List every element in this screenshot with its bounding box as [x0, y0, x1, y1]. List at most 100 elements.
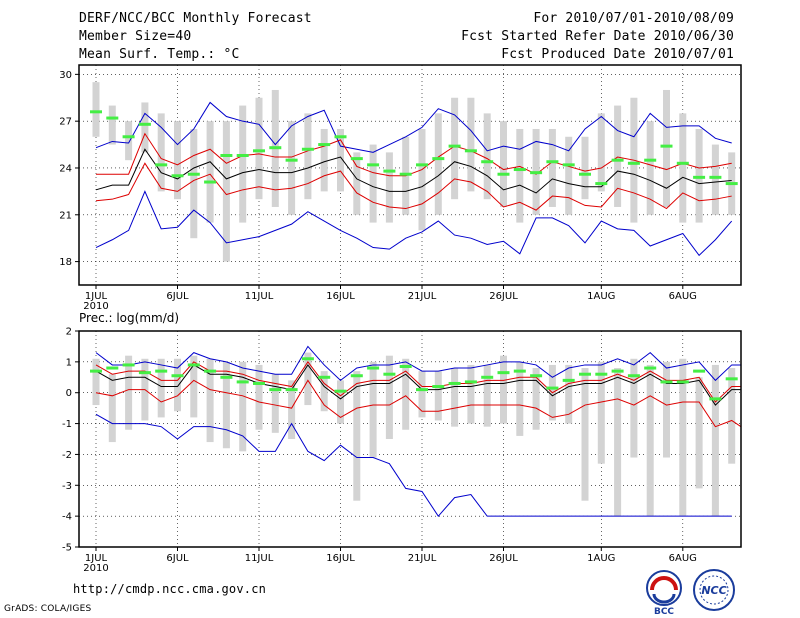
median-bar	[725, 377, 738, 381]
logos: BCC NCC	[646, 569, 735, 617]
x-tick-label: 21JUL	[408, 291, 437, 302]
x-tick-label: 6JUL	[166, 291, 189, 302]
ensemble-box	[369, 361, 377, 458]
median-bar	[595, 372, 608, 376]
lower-envelope-line	[95, 413, 732, 517]
ensemble-box	[516, 361, 524, 436]
ensemble-box	[695, 128, 703, 223]
median-bar	[448, 144, 461, 148]
ensemble-box	[255, 97, 263, 200]
median-bar	[709, 397, 722, 401]
ensemble-box	[516, 128, 524, 223]
ensemble-box	[679, 113, 687, 223]
ensemble-box	[92, 358, 100, 406]
ensemble-box	[663, 361, 670, 458]
median-bar	[399, 172, 412, 176]
median-bar	[138, 122, 151, 126]
median-bar	[562, 163, 575, 167]
ensemble-box	[467, 364, 475, 424]
ensemble-box	[255, 364, 263, 430]
median-bar	[546, 160, 559, 164]
ensemble-box	[402, 358, 410, 430]
median-bar	[236, 153, 249, 157]
ensemble-box	[206, 121, 214, 223]
x-tick-label: 11JUL	[245, 553, 274, 564]
median-bar	[464, 149, 477, 153]
ensemble-box	[108, 374, 116, 443]
x-tick-label: 6AUG	[669, 291, 697, 302]
ncc-logo: NCC	[693, 569, 735, 611]
y-tick-label: 18	[59, 257, 72, 268]
y-tick-label: 24	[59, 163, 72, 174]
ensemble-box	[369, 144, 377, 223]
forecast-produced-date: Fcst Produced Date 2010/07/01	[501, 47, 734, 62]
plot-frame	[78, 330, 742, 548]
variable-label: Mean Surf. Temp.: °C	[79, 47, 240, 62]
ensemble-box	[663, 89, 670, 207]
ensemble-box	[467, 97, 475, 192]
ensemble-box	[320, 128, 328, 192]
y-tick-label: 21	[59, 210, 72, 221]
ensemble-box	[92, 82, 100, 137]
ensemble-box	[581, 136, 589, 200]
median-bar	[383, 169, 396, 173]
median-bar	[481, 160, 494, 164]
ensemble-box	[597, 361, 605, 464]
ensemble-box	[190, 128, 198, 239]
ensemble-box	[597, 113, 605, 192]
ensemble-box	[222, 121, 230, 262]
x-tick-label: 26JUL	[489, 553, 518, 564]
ensemble-box	[418, 371, 426, 418]
ensemble-box	[614, 105, 622, 207]
median-bar	[660, 144, 673, 148]
forecast-start-date: Fcst Started Refer Date 2010/06/30	[461, 29, 734, 44]
median-bar	[236, 380, 249, 384]
x-tick-label: 1JUL	[85, 291, 108, 302]
median-bar	[399, 364, 412, 368]
upper-envelope-line	[95, 101, 732, 153]
median-bar	[693, 369, 706, 373]
ensemble-box	[711, 144, 719, 215]
median-bar	[546, 386, 559, 390]
median-bar	[497, 172, 510, 176]
y-tick-label: -1	[62, 419, 72, 430]
ensemble-box	[614, 368, 622, 517]
ensemble-box	[239, 105, 247, 223]
ensemble-box	[500, 121, 507, 207]
ensemble-box	[500, 355, 507, 424]
median-bar	[367, 366, 380, 370]
upper-envelope-line	[95, 345, 741, 382]
median-bar	[204, 180, 217, 184]
ensemble-box	[565, 364, 573, 424]
median-bar	[595, 182, 608, 186]
ensemble-box	[108, 105, 116, 145]
ensemble-box	[434, 371, 442, 421]
lower-spread-line	[95, 379, 742, 428]
ensemble-box	[646, 364, 654, 517]
ensemble-box	[581, 368, 589, 501]
source-url[interactable]: http://cmdp.ncc.cma.gov.cn	[73, 582, 267, 596]
ensemble-box	[271, 374, 279, 433]
ensemble-box	[141, 102, 149, 153]
ensemble-box	[679, 358, 687, 517]
upper-spread-line	[95, 360, 741, 403]
median-bar	[106, 366, 119, 370]
upper-spread-line	[96, 132, 732, 177]
median-bar	[138, 371, 151, 375]
ensemble-mean-line	[95, 148, 732, 194]
median-bar	[318, 375, 331, 379]
y-tick-label: 30	[59, 70, 72, 81]
x-tick-label: 21JUL	[408, 553, 437, 564]
x-tick-label: 11JUL	[245, 291, 274, 302]
median-bar	[318, 143, 331, 147]
median-bar	[350, 157, 363, 161]
ensemble-box	[728, 368, 736, 464]
ensemble-box	[337, 128, 344, 192]
ensemble-box	[385, 152, 393, 223]
forecast-period: For 2010/07/01-2010/08/09	[533, 11, 734, 26]
precip-panel-title: Prec.: log(mm/d)	[79, 311, 179, 325]
median-bar	[269, 146, 282, 150]
median-bar	[155, 369, 168, 373]
temperature-panel: 18 21 24 27 30 1JUL 6JUL 11JUL 16JUL 21JUL 26JUL 1A…	[59, 64, 742, 312]
